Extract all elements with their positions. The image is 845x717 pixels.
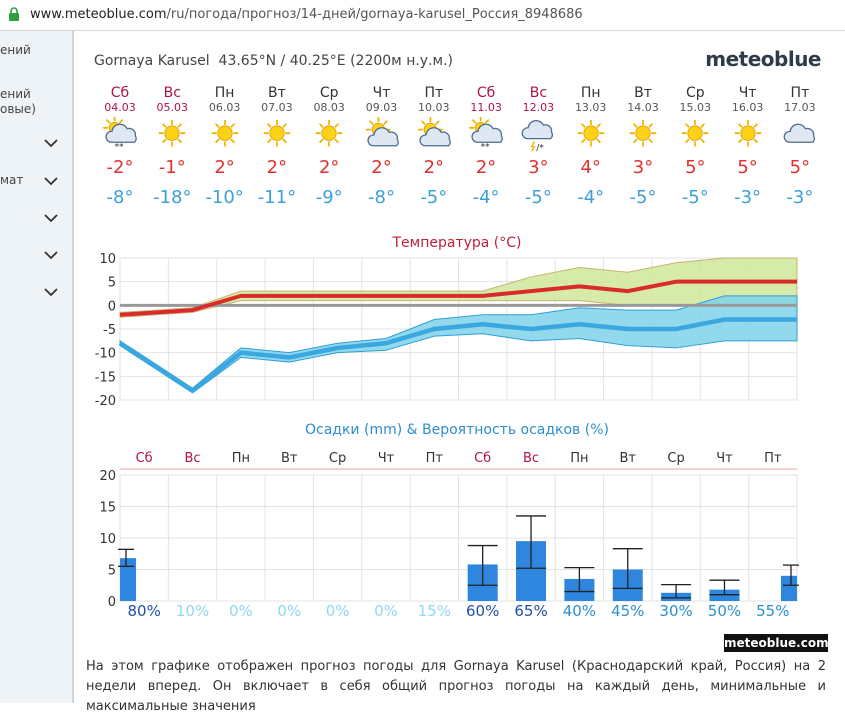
precip-xtick-label: Ср (667, 451, 684, 466)
meteoblue-badge[interactable]: meteoblue.com (724, 634, 828, 652)
precip-xtick-label: Вс (184, 451, 200, 466)
precip-probability-label: 0% (326, 602, 350, 620)
precip-xtick-label: Вс (523, 451, 539, 466)
temp-ytick-label: -20 (95, 394, 116, 409)
precip-probability-label: 10% (176, 602, 209, 620)
precip-xtick-label: Пн (232, 451, 250, 466)
temp-ytick-label: 10 (99, 252, 116, 267)
precip-xtick-label: Вт (281, 451, 298, 466)
temp-ytick-label: 0 (108, 299, 116, 314)
precip-ytick-label: 5 (108, 564, 116, 579)
precip-probability-label: 45% (611, 602, 644, 620)
precip-probability-label: 50% (708, 602, 741, 620)
precip-xtick-label: Пт (426, 451, 444, 466)
temp-ytick-label: -10 (95, 347, 116, 362)
precip-bar (781, 576, 797, 601)
temp-ytick-label: -15 (95, 370, 116, 385)
precip-probability-label: 0% (277, 602, 301, 620)
precip-probability-label: 30% (659, 602, 692, 620)
precip-probability-label: 55% (756, 602, 789, 620)
precip-ytick-label: 0 (108, 595, 116, 610)
precip-xtick-label: Пт (764, 451, 782, 466)
precip-probability-label: 80% (128, 602, 161, 620)
temp-ytick-label: 5 (108, 276, 116, 291)
precip-probability-label: 0% (229, 602, 253, 620)
temp-ytick-label: -5 (103, 323, 116, 338)
precip-xtick-label: Сб (474, 451, 491, 466)
precip-probability-label: 15% (418, 602, 451, 620)
precip-probability-label: 0% (374, 602, 398, 620)
temp-chart-title: Температура (°C) (391, 235, 521, 251)
precip-xtick-label: Чт (378, 451, 395, 466)
precip-bar (120, 558, 136, 601)
precip-xtick-label: Чт (716, 451, 733, 466)
precip-ytick-label: 20 (99, 469, 116, 484)
forecast-description: На этом графике отображен прогноз погоды… (86, 657, 826, 717)
precip-xtick-label: Сб (136, 451, 153, 466)
precip-chart-title: Осадки (mm) & Вероятность осадков (%) (305, 422, 609, 438)
precip-xtick-label: Пн (570, 451, 588, 466)
precip-probability-label: 40% (563, 602, 596, 620)
precip-xtick-label: Ср (329, 451, 346, 466)
precip-probability-label: 65% (514, 602, 547, 620)
precip-probability-label: 60% (466, 602, 499, 620)
precip-xtick-label: Вт (620, 451, 637, 466)
precip-ytick-label: 10 (99, 532, 116, 547)
precip-ytick-label: 15 (99, 501, 116, 516)
